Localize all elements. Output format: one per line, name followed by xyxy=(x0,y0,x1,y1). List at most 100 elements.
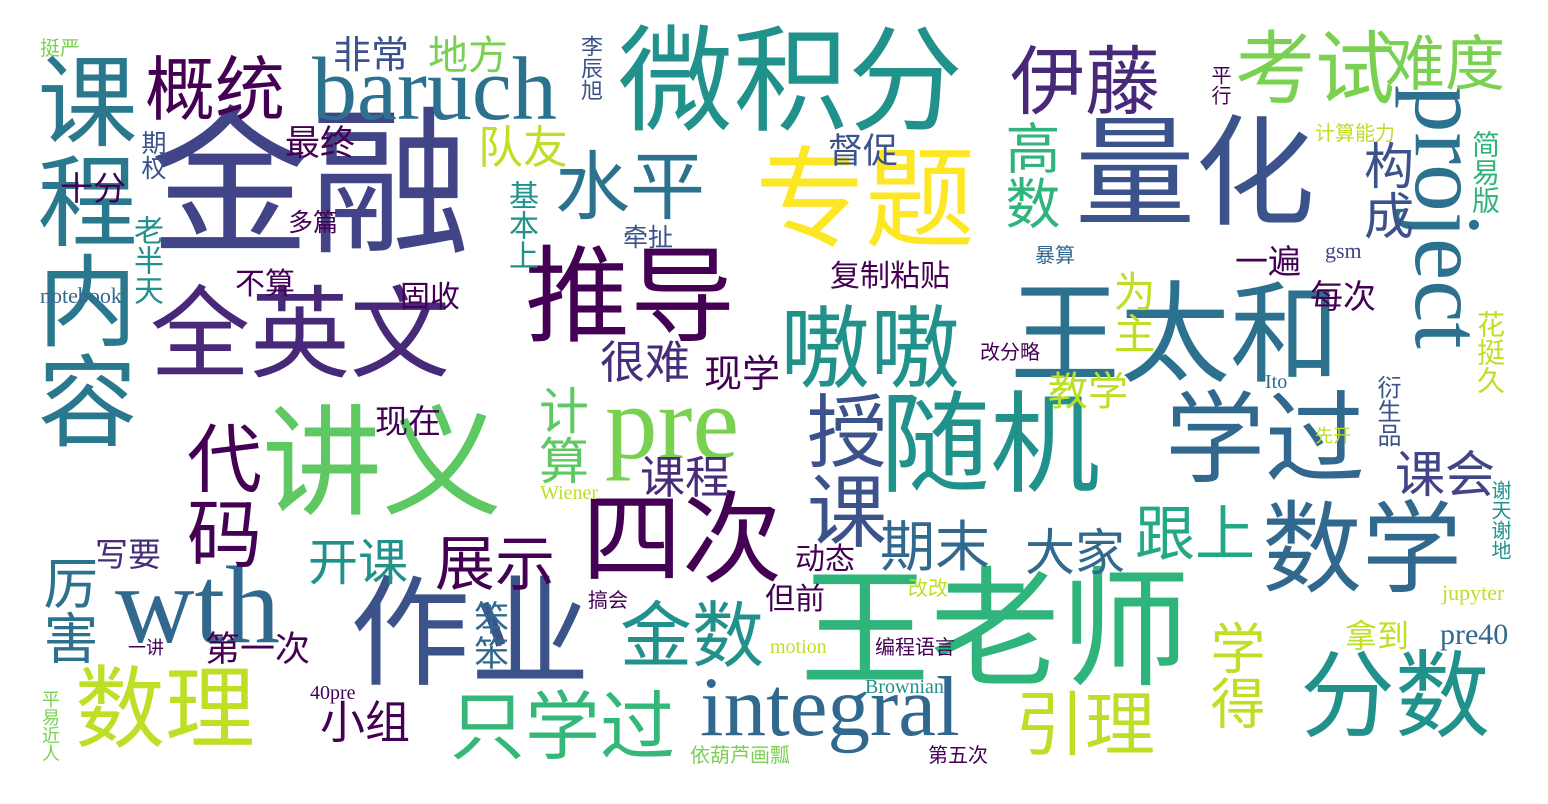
word-yiteng: 伊藤 xyxy=(1010,38,1161,126)
word-zuizhong: 最终 xyxy=(285,124,356,164)
word-pre40: pre40 xyxy=(1440,618,1509,651)
word-kechengneirong: 课程内容 xyxy=(20,50,137,450)
word-meici: 每次 xyxy=(1310,277,1376,316)
word-xueguo: 学过 xyxy=(1165,381,1365,498)
word-shuiping: 水平 xyxy=(555,143,706,231)
word-baosuan: 暴算 xyxy=(1035,243,1075,267)
word-gaigai: 改改 xyxy=(908,576,948,600)
word-kaoshi: 考试 xyxy=(1235,23,1395,116)
word-duopian: 多篇 xyxy=(288,208,339,237)
word-diyici: 第一次 xyxy=(205,630,311,670)
word-sici: 四次 xyxy=(582,481,782,598)
word-motion: motion xyxy=(770,636,827,658)
word-shuli: 数理 xyxy=(75,657,255,762)
word-gushou: 固收 xyxy=(400,280,460,315)
word-notebook: notebook xyxy=(40,283,122,308)
word-jinrong: 金融 xyxy=(150,91,471,278)
word-xianxue: 现学 xyxy=(704,352,781,396)
word-yinli: 引理 xyxy=(1015,684,1155,766)
word-jiangyi: 讲义 xyxy=(262,395,502,534)
word-lihai: 厉害 xyxy=(34,555,98,665)
word-xiankai: 先开 xyxy=(1315,426,1351,447)
word-fuzhizhantie: 复制粘贴 xyxy=(830,259,950,294)
word-jisuan: 计算 xyxy=(531,385,589,485)
word-shouke: 授课 xyxy=(794,390,887,550)
word-yanshengpin: 衍生品 xyxy=(1373,375,1401,447)
word-difang: 地方 xyxy=(428,33,508,79)
word-project: project xyxy=(1395,85,1501,349)
word-quanyingwen: 全英文 xyxy=(150,276,450,393)
word-gaitong: 概统 xyxy=(145,49,285,131)
word-qianche: 牵扯 xyxy=(623,223,674,252)
word-jibenshang: 基本上 xyxy=(503,180,538,270)
word-jupyter: jupyter xyxy=(1442,580,1505,605)
word-pre: pre xyxy=(605,364,740,481)
word-dajia: 大家 xyxy=(1025,524,1125,582)
word-xianzai: 现在 xyxy=(375,402,441,441)
word-daima: 代码 xyxy=(174,420,262,570)
word-xieyao: 写要 xyxy=(95,535,161,574)
word-gaifenlue: 改分略 xyxy=(980,340,1040,364)
word-tingyan: 挺严 xyxy=(40,36,80,60)
word-gaohui: 搞会 xyxy=(588,588,628,612)
word-lianghua: 量化 xyxy=(1075,105,1315,244)
word-jiaoxue: 教学 xyxy=(1048,369,1128,415)
word-zuoye: 作业 xyxy=(350,565,590,704)
word-aoao: 嗷嗷 xyxy=(780,297,960,402)
word-huatingjiu: 花挺久 xyxy=(1473,310,1506,394)
word-shifen: 十分 xyxy=(60,169,126,208)
word-ducu: 督促 xyxy=(828,132,899,172)
word-qimo: 期末 xyxy=(880,515,991,579)
word-duiyou: 队友 xyxy=(478,121,569,174)
word-weizhu: 为主 xyxy=(1107,270,1156,354)
word-genshang: 跟上 xyxy=(1135,500,1255,570)
word-pingyijinren: 平易近人 xyxy=(39,690,60,762)
word-benben: 笨笨 xyxy=(468,600,508,670)
word-gaoshu: 高数 xyxy=(996,120,1060,230)
word-xiaozu: 小组 xyxy=(320,696,411,749)
word-weijifen: 微积分 xyxy=(618,15,964,149)
word-nandu: 难度 xyxy=(1385,30,1505,100)
word-wangtaihe: 王太和 xyxy=(1010,271,1340,399)
word-jinshu: 金数 xyxy=(620,594,765,678)
word-brownian: Brownian xyxy=(865,676,944,698)
word-busuan: 不算 xyxy=(235,267,295,302)
word-xietianxiedi: 谢天谢地 xyxy=(1488,480,1512,560)
word-bianchengyuyan: 编程语言 xyxy=(875,635,955,659)
word-tuidao: 推导 xyxy=(525,236,736,358)
word-yibian: 一遍 xyxy=(1235,242,1301,281)
word-kecheng: 课程 xyxy=(640,451,731,504)
word-nadao: 拿到 xyxy=(1345,617,1410,655)
word-pingxing: 平行 xyxy=(1208,65,1232,105)
word-wth: wth xyxy=(115,544,280,666)
word-feichang: 非常 xyxy=(333,33,410,77)
word-hennan: 很难 xyxy=(600,336,691,389)
word-wiener: Wiener xyxy=(540,482,599,504)
word-jisuannengli: 计算能力 xyxy=(1315,121,1395,145)
word-yihuluhuapiao: 依葫芦画瓢 xyxy=(690,743,790,767)
word-shuxue: 数学 xyxy=(1262,491,1462,608)
word-laobantian: 老半天 xyxy=(128,215,163,305)
word-zhanshi: 展示 xyxy=(435,530,555,600)
word-jianyiban: 简易版 xyxy=(1468,130,1501,214)
word-qiquan: 期权 xyxy=(138,130,167,180)
word-dongtai: 动态 xyxy=(795,542,855,577)
word-ito: Ito xyxy=(1265,371,1288,393)
word-zhixueguo: 只学过 xyxy=(450,683,676,771)
word-fenshu: 分数 xyxy=(1300,642,1491,752)
word-lichenxu: 李辰旭 xyxy=(577,35,602,101)
word-yijiang: 一讲 xyxy=(128,638,164,659)
word-wanglaoshi: 王老师 xyxy=(800,554,1191,706)
word-gsm: gsm xyxy=(1325,238,1362,263)
word-diwuci: 第五次 xyxy=(928,743,988,767)
word-goucheng: 构成 xyxy=(1356,140,1414,240)
word-kehui: 课会 xyxy=(1395,446,1495,504)
word-baruch: baruch xyxy=(312,40,557,139)
word-zhuanti: 专题 xyxy=(755,136,975,264)
word-40pre: 40pre xyxy=(310,682,356,704)
word-xuede: 学得 xyxy=(1201,620,1265,730)
word-kaike: 开课 xyxy=(308,534,408,592)
word-suiji: 随机 xyxy=(880,381,1100,509)
word-danqian: 但前 xyxy=(765,582,825,617)
